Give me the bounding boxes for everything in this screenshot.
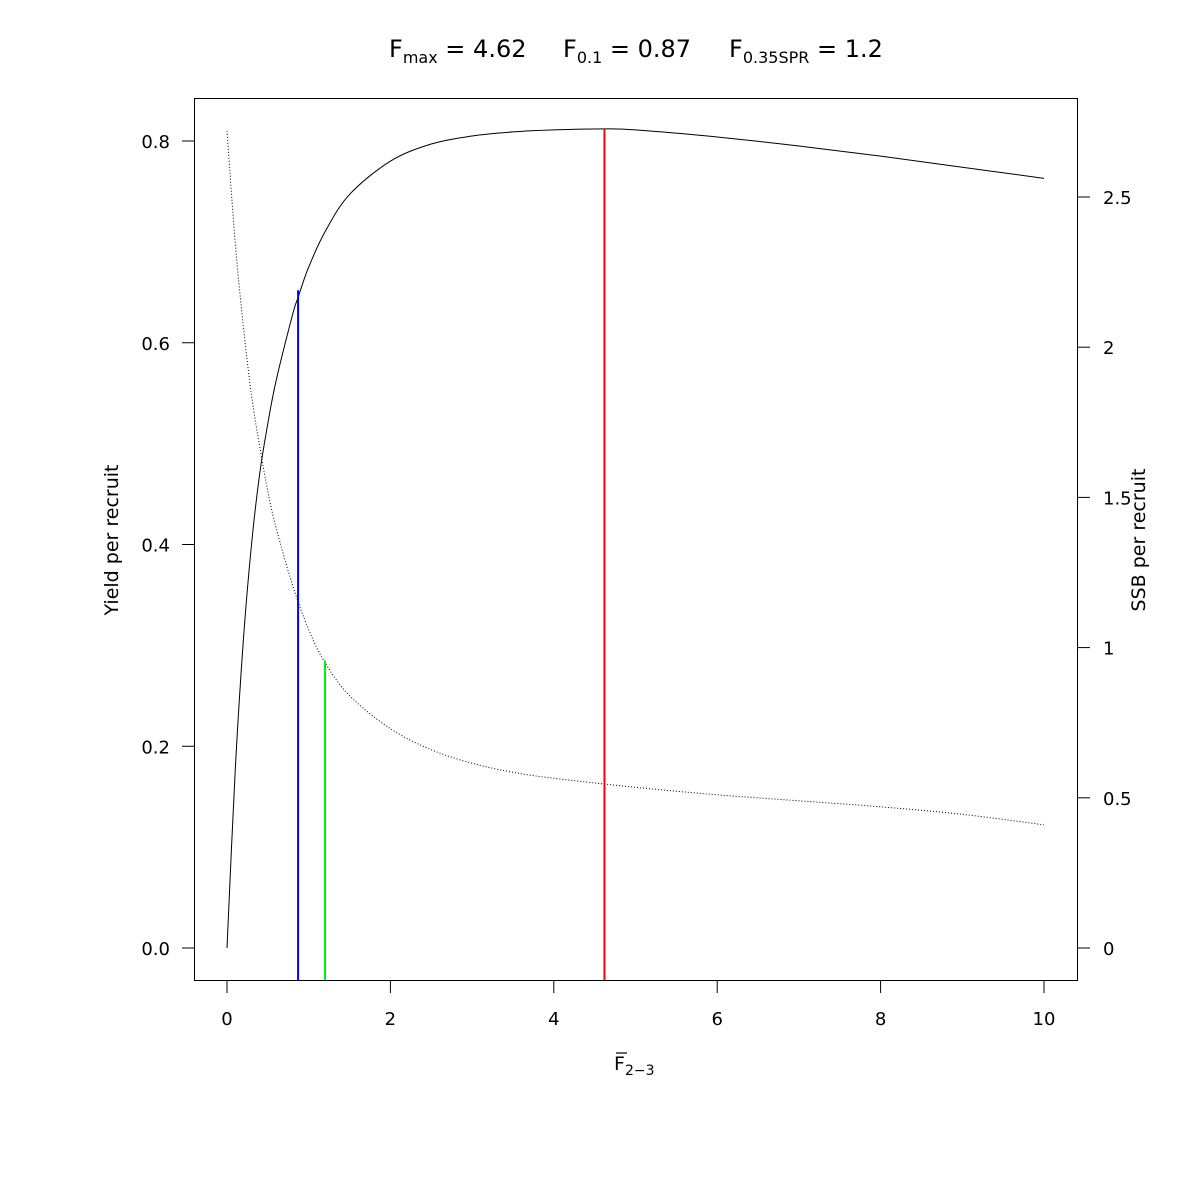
y-right-tick-label: 0.5 <box>1103 789 1132 810</box>
y-right-tick-label: 2 <box>1103 338 1114 359</box>
x-tick-label: 8 <box>875 1009 886 1030</box>
y-right-tick-label: 0 <box>1103 939 1114 960</box>
title-fspr: F0.35SPR = 1.2 <box>729 35 883 67</box>
y-right-tick-label: 2.5 <box>1103 188 1132 209</box>
y-right-tick-label: 1.5 <box>1103 488 1132 509</box>
y-axis-right-label: SSB per recruit <box>1128 469 1150 612</box>
x-axis-label: F2−3 <box>614 1052 654 1079</box>
x-tick-label: 6 <box>711 1009 722 1030</box>
chart-title: Fmax = 4.62 F0.1 = 0.87 F0.35SPR = 1.2 <box>389 35 883 67</box>
yield-per-recruit-line <box>226 128 1045 949</box>
y-left-tick-label: 0.4 <box>141 536 170 557</box>
x-axis: 0 2 4 6 8 10 <box>221 981 1055 1030</box>
y-axis-right: 0 0.5 1 1.5 2 2.5 <box>1078 188 1132 960</box>
reference-lines <box>297 128 606 980</box>
title-fmax: Fmax = 4.62 <box>389 35 526 67</box>
ssb-per-recruit-line <box>226 130 1045 826</box>
y-axis-left: 0.0 0.2 0.4 0.6 0.8 <box>141 132 194 960</box>
title-f01: F0.1 = 0.87 <box>563 35 691 67</box>
y-axis-left-label: Yield per recruit <box>101 465 123 617</box>
svg-text:F2−3: F2−3 <box>614 1053 654 1079</box>
y-left-tick-label: 0.0 <box>141 939 170 960</box>
x-tick-label: 2 <box>385 1009 396 1030</box>
series-layer <box>226 128 1045 949</box>
y-left-tick-label: 0.6 <box>141 334 170 355</box>
x-tick-label: 4 <box>548 1009 559 1030</box>
y-right-tick-label: 1 <box>1103 639 1114 660</box>
plot-frame <box>194 98 1078 981</box>
x-tick-label: 10 <box>1033 1009 1056 1030</box>
x-tick-label: 0 <box>221 1009 232 1030</box>
y-left-tick-label: 0.8 <box>141 132 170 153</box>
y-left-tick-label: 0.2 <box>141 737 170 758</box>
